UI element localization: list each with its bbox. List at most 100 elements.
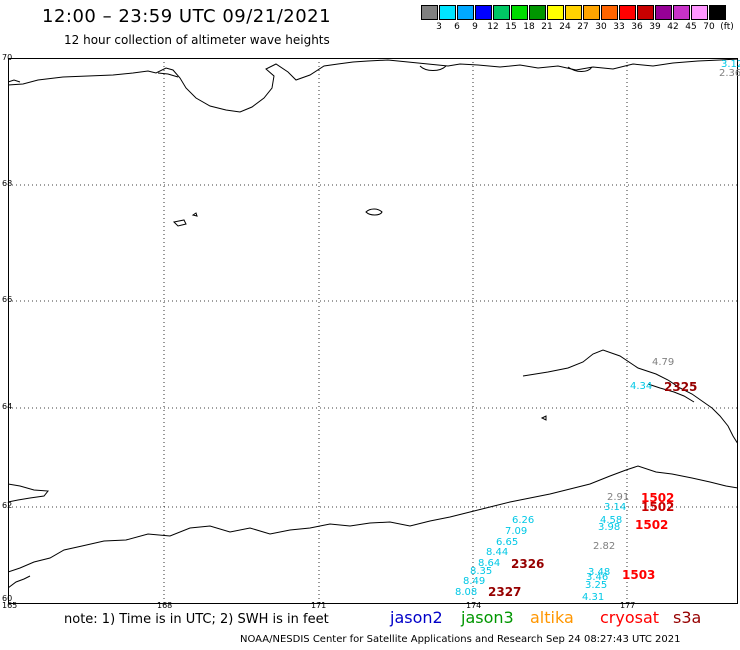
satellite-label-altika: altika: [530, 608, 574, 627]
satellite-label-s3a: s3a: [673, 608, 702, 627]
wave-height-label: 7.09: [505, 526, 528, 537]
pass-number-label: 1503: [622, 568, 656, 582]
lon-label-171: 171: [311, 601, 327, 610]
lon-label-165: 165: [2, 601, 18, 610]
lat-label-68: 68: [2, 179, 13, 188]
legend-tick-label: 27: [577, 22, 589, 32]
legend-swatch: [673, 5, 690, 20]
footnote: note: 1) Time is in UTC; 2) SWH is in fe…: [64, 612, 329, 627]
legend-swatch: [547, 5, 564, 20]
wave-height-label: 4.79: [652, 357, 675, 368]
wave-height-label: 8.35: [470, 566, 493, 577]
legend-tick-label: 70: [703, 22, 715, 32]
pass-number-label: 1502: [641, 491, 675, 505]
small-island-1: [365, 208, 383, 216]
wave-height-label: 8.44: [486, 547, 509, 558]
legend-swatch: [475, 5, 492, 20]
wave-height-label: 3.48: [588, 567, 611, 578]
wave-height-label: 6.26: [512, 515, 535, 526]
wave-height-label: 3.46: [586, 572, 609, 583]
legend-swatch: [529, 5, 546, 20]
pass-number-label: 2327: [488, 585, 522, 599]
legend-swatch: [655, 5, 672, 20]
legend-swatch: [601, 5, 618, 20]
wave-height-label: 8.64: [478, 558, 501, 569]
small-island-3: [191, 212, 198, 217]
legend-swatch: [439, 5, 456, 20]
norton-sound: [647, 383, 695, 403]
satellite-label-jason2: jason2: [390, 608, 443, 627]
wave-height-label: 4.34: [630, 381, 653, 392]
wave-height-label: 3.98: [598, 522, 621, 533]
wave-height-label: 8.49: [463, 576, 486, 587]
point-hope: [8, 79, 21, 83]
legend-tick-label: 6: [454, 22, 460, 32]
legend-tick-label: 9: [472, 22, 478, 32]
wave-height-label: 3.12: [721, 59, 740, 70]
wave-height-label: 8.08: [455, 587, 478, 598]
legend-tick-label: 15: [505, 22, 517, 32]
map-frame: [8, 58, 738, 604]
legend-swatch: [691, 5, 708, 20]
legend-tick-label: 39: [649, 22, 661, 32]
wave-height-label: 2.82: [593, 541, 616, 552]
legend-swatch: [583, 5, 600, 20]
pass-number-label: 1502: [635, 518, 669, 532]
lat-label-60: 60: [2, 594, 13, 603]
lat-label-66: 66: [2, 295, 13, 304]
coastlines: [8, 58, 738, 589]
map-subtitle: 12 hour collection of altimeter wave hei…: [64, 33, 330, 47]
anadyr-lower: [8, 575, 31, 589]
wave-height-label: 2.91: [607, 492, 630, 503]
satellite-label-cryosat: cryosat: [600, 608, 660, 627]
credit-line: NOAA/NESDIS Center for Satellite Applica…: [240, 634, 681, 645]
lon-label-177: 177: [620, 601, 636, 610]
legend-tick-label: 45: [685, 22, 697, 32]
wave-height-label: 6.65: [496, 537, 519, 548]
satellite-label-jason3: jason3: [461, 608, 514, 627]
small-island-2: [172, 219, 187, 227]
legend-tick-label: 30: [595, 22, 607, 32]
legend-tick-label: 42: [667, 22, 679, 32]
legend-tick-label: 3: [436, 22, 442, 32]
kotzebue-spit: [157, 72, 179, 78]
seward-peninsula: [522, 349, 738, 445]
wave-height-label: 4.31: [582, 592, 605, 603]
lat-label-64: 64: [2, 402, 13, 411]
pass-number-label: 2325: [664, 380, 698, 394]
lon-label-168: 168: [157, 601, 173, 610]
graticule: [8, 58, 738, 604]
map-area: [8, 58, 738, 604]
wave-height-label: 4.58: [600, 515, 623, 526]
pass-number-label: 2326: [511, 557, 545, 571]
bay-lobe-2: [567, 66, 593, 72]
lat-label-62: 62: [2, 501, 13, 510]
lat-label-70: 70: [2, 53, 13, 62]
wave-height-label: 3.25: [585, 580, 608, 591]
st-lawrence-west: [8, 483, 49, 503]
legend-tick-label: 18: [523, 22, 535, 32]
wave-height-label: 2.36: [719, 68, 740, 79]
legend-swatch: [493, 5, 510, 20]
legend-swatch: [565, 5, 582, 20]
chukotka-coast: [8, 465, 738, 573]
legend-swatch: [709, 5, 726, 20]
legend-swatch: [511, 5, 528, 20]
island-rock: [540, 415, 547, 421]
bay-lobe-1: [419, 65, 447, 71]
legend-swatch: [619, 5, 636, 20]
map-title: 12:00 – 23:59 UTC 09/21/2021: [42, 6, 332, 27]
arctic-coast: [8, 58, 738, 113]
legend-tick-label: 21: [541, 22, 553, 32]
pass-number-label: 1502: [641, 500, 675, 514]
legend-swatch: [637, 5, 654, 20]
legend-swatch: [421, 5, 438, 20]
legend-swatch: [457, 5, 474, 20]
legend-tick-label: 12: [487, 22, 499, 32]
wave-height-label: 3.14: [604, 502, 627, 513]
lon-label-174: 174: [466, 601, 482, 610]
legend-tick-label: 36: [631, 22, 643, 32]
legend-tick-label: 24: [559, 22, 571, 32]
legend-tick-label: 33: [613, 22, 625, 32]
